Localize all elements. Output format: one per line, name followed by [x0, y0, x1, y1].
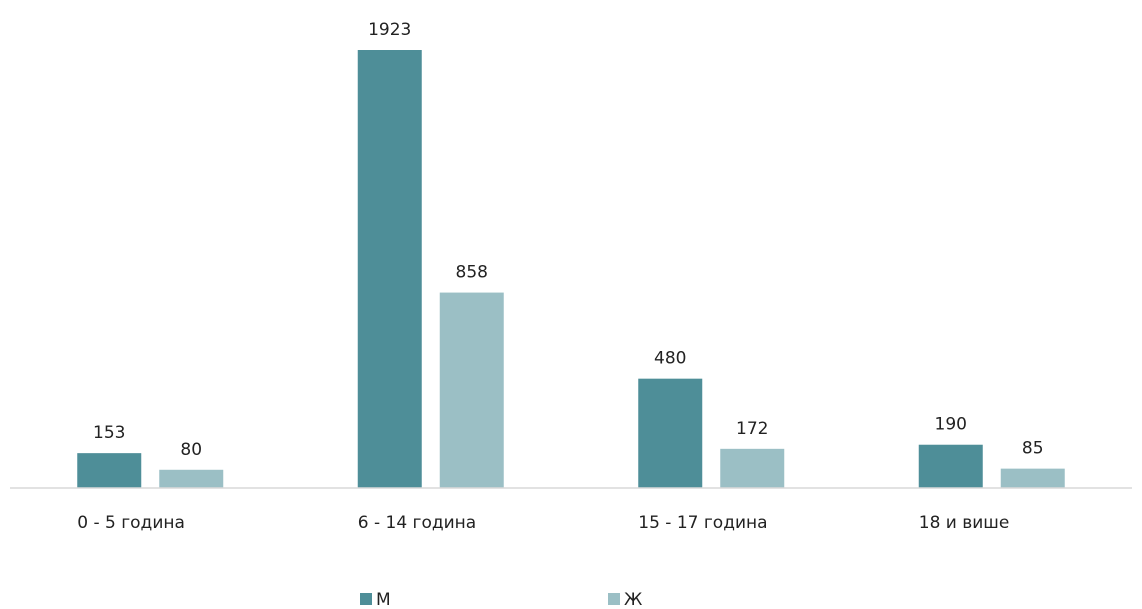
- bar-m-2: [638, 378, 703, 488]
- value-label: 858: [456, 263, 488, 283]
- bar-m-1: [357, 50, 422, 488]
- legend-label-zh: Ж: [624, 590, 642, 609]
- legend-swatch-zh: [608, 593, 620, 605]
- legend-swatch-m: [360, 593, 372, 605]
- bar-zh-1: [439, 292, 504, 488]
- category-label: 0 - 5 година: [77, 513, 185, 533]
- bar-zh-0: [159, 469, 224, 488]
- value-label: 1923: [368, 20, 411, 40]
- legend-label-m: М: [376, 590, 391, 609]
- value-label: 153: [93, 423, 125, 443]
- bars-layer: [77, 50, 1065, 488]
- value-labels-layer: 153 80 1923 858 480 172 190 85: [93, 20, 1044, 460]
- value-label: 80: [180, 440, 202, 460]
- category-label: 15 - 17 година: [638, 513, 767, 533]
- bar-zh-3: [1000, 468, 1065, 488]
- category-labels-layer: 0 - 5 година 6 - 14 година 15 - 17 година 1…: [77, 513, 1009, 533]
- bar-m-3: [918, 444, 983, 488]
- bar-zh-2: [720, 448, 785, 488]
- category-label: 18 и више: [919, 513, 1010, 533]
- bar-m-0: [77, 453, 142, 488]
- value-label: 85: [1022, 439, 1044, 459]
- value-label: 172: [736, 419, 768, 439]
- value-label: 480: [654, 349, 686, 369]
- category-label: 6 - 14 година: [358, 513, 476, 533]
- value-label: 190: [935, 415, 967, 435]
